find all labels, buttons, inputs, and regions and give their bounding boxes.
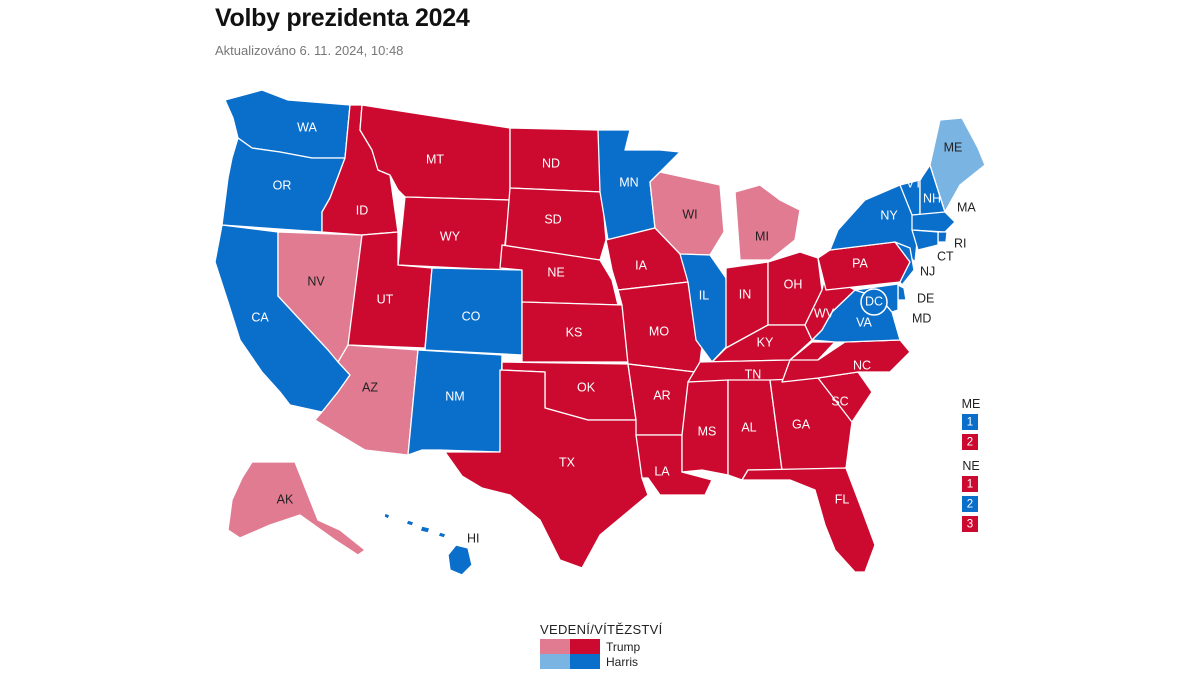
state-label-or: OR xyxy=(273,178,292,192)
state-nm[interactable] xyxy=(407,349,503,456)
state-label-id: ID xyxy=(356,203,369,217)
legend-row-harris: Harris xyxy=(540,654,663,669)
state-labels: WA OR CA NV ID MT WY UT AZ CO NM ND SD NE KS OK TX MN IA MO… xyxy=(251,120,976,545)
state-label-nj: NJ xyxy=(920,264,935,278)
district-box-ne-1[interactable] xyxy=(962,476,978,492)
district-boxes: ME 1 2 NE 1 2 3 xyxy=(962,397,981,532)
state-label-ms: MS xyxy=(698,424,717,438)
legend-swatch-trump-win xyxy=(570,639,600,654)
legend-swatch-trump-lead xyxy=(540,639,570,654)
state-label-la: LA xyxy=(654,464,670,478)
state-label-md: MD xyxy=(912,311,931,325)
updated-timestamp: Aktualizováno 6. 11. 2024, 10:48 xyxy=(215,43,404,58)
state-label-az: AZ xyxy=(362,380,378,394)
state-label-tn: TN xyxy=(745,367,762,381)
state-me[interactable] xyxy=(929,117,986,213)
state-nc[interactable] xyxy=(781,339,911,383)
state-label-nv: NV xyxy=(307,274,325,288)
state-label-va: VA xyxy=(856,315,872,329)
state-label-tx: TX xyxy=(559,455,576,469)
state-label-ut: UT xyxy=(377,292,394,306)
state-label-ak: AK xyxy=(277,492,294,506)
state-de[interactable] xyxy=(897,284,907,301)
state-label-mn: MN xyxy=(619,175,638,189)
state-label-ri: RI xyxy=(954,236,967,250)
state-label-ia: IA xyxy=(635,258,647,272)
state-dc-marker[interactable] xyxy=(860,288,888,316)
state-label-mo: MO xyxy=(649,324,669,338)
state-label-de: DE xyxy=(917,291,934,305)
state-label-oh: OH xyxy=(784,277,803,291)
state-label-ar: AR xyxy=(653,388,670,402)
state-label-mi: MI xyxy=(755,229,769,243)
state-label-vt: VT xyxy=(906,176,922,190)
state-label-ne: NE xyxy=(547,265,564,279)
state-ak[interactable] xyxy=(227,461,366,556)
state-shapes xyxy=(214,89,986,576)
state-label-fl: FL xyxy=(835,492,850,506)
state-label-il: IL xyxy=(699,288,709,302)
state-label-ga: GA xyxy=(792,417,811,431)
state-fl[interactable] xyxy=(741,467,876,573)
district-box-ne-2[interactable] xyxy=(962,496,978,512)
legend: VEDENÍ/VÍTĚZSTVÍ Trump Harris xyxy=(540,622,663,669)
district-number-ne-3: 3 xyxy=(967,519,973,531)
legend-swatch-harris-lead xyxy=(540,654,570,669)
state-label-ca: CA xyxy=(251,310,269,324)
state-mi[interactable] xyxy=(734,184,801,261)
district-box-ne-3[interactable] xyxy=(962,516,978,532)
legend-swatch-harris-win xyxy=(570,654,600,669)
state-label-pa: PA xyxy=(852,256,868,270)
state-label-ny: NY xyxy=(880,208,898,222)
state-label-nd: ND xyxy=(542,156,560,170)
district-header-ne: NE xyxy=(962,459,979,473)
state-label-in: IN xyxy=(739,287,752,301)
state-label-mt: MT xyxy=(426,152,444,166)
state-nj[interactable] xyxy=(894,241,915,286)
state-label-ok: OK xyxy=(577,380,596,394)
state-tx[interactable] xyxy=(444,369,649,569)
district-number-ne-1: 1 xyxy=(967,479,973,491)
state-label-nc: NC xyxy=(853,358,871,372)
state-label-nm: NM xyxy=(445,389,464,403)
district-number-me-1: 1 xyxy=(967,417,973,429)
state-label-ky: KY xyxy=(757,335,774,349)
state-label-co: CO xyxy=(462,309,481,323)
legend-label-harris: Harris xyxy=(606,654,638,669)
state-label-al: AL xyxy=(741,420,756,434)
state-sd[interactable] xyxy=(504,187,607,261)
state-label-ks: KS xyxy=(566,325,583,339)
state-label-ma: MA xyxy=(957,200,976,214)
state-ri[interactable] xyxy=(937,231,948,243)
state-label-sc: SC xyxy=(831,394,848,408)
state-label-ct: CT xyxy=(937,249,954,263)
state-label-sd: SD xyxy=(544,212,561,226)
district-number-ne-2: 2 xyxy=(967,499,973,511)
district-box-me-2[interactable] xyxy=(962,434,978,450)
page-title: Volby prezidenta 2024 xyxy=(215,4,470,32)
district-box-me-1[interactable] xyxy=(962,414,978,430)
state-mn[interactable] xyxy=(597,129,681,241)
legend-label-trump: Trump xyxy=(606,639,641,654)
state-label-wi: WI xyxy=(682,207,697,221)
state-ct[interactable] xyxy=(911,229,939,251)
state-label-wy: WY xyxy=(440,229,461,243)
state-hi[interactable] xyxy=(383,512,473,576)
state-label-nh: NH xyxy=(923,191,941,205)
state-label-me: ME xyxy=(944,140,963,154)
state-label-wa: WA xyxy=(297,120,317,134)
district-header-me: ME xyxy=(962,397,981,411)
state-label-wv: WV xyxy=(814,306,835,320)
legend-row-trump: Trump xyxy=(540,639,663,654)
state-label-hi: HI xyxy=(467,531,480,545)
district-number-me-2: 2 xyxy=(967,437,973,449)
legend-title: VEDENÍ/VÍTĚZSTVÍ xyxy=(540,622,663,637)
state-ma[interactable] xyxy=(911,211,956,233)
state-label-dc: DC xyxy=(865,294,883,308)
